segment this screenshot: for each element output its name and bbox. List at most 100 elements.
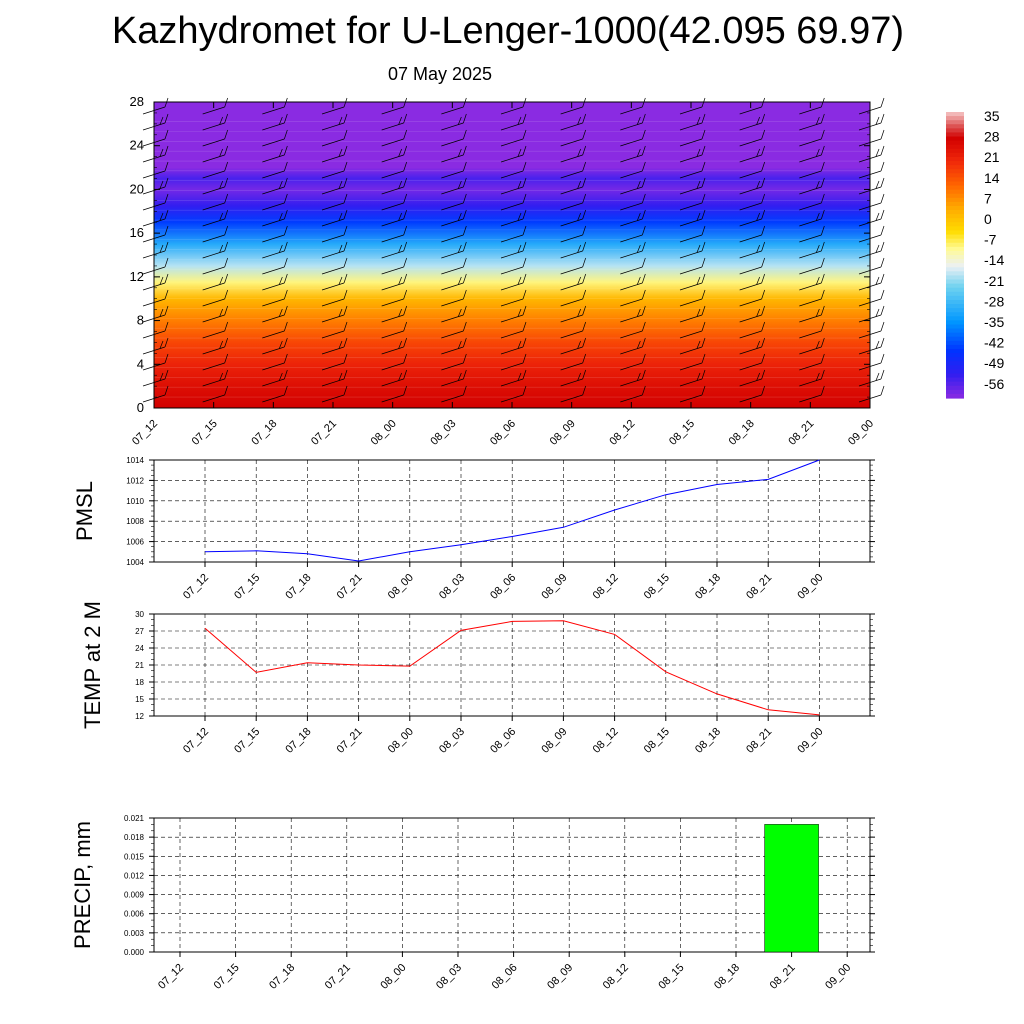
colorbar-segment xyxy=(946,201,964,207)
wind-barb-shaft xyxy=(679,282,703,291)
wind-barb xyxy=(202,241,228,259)
wind-barb-shaft xyxy=(381,234,404,243)
wind-barb xyxy=(739,225,765,243)
wind-barb-feather xyxy=(816,148,820,157)
wind-barb xyxy=(202,145,228,163)
pmsl-line xyxy=(204,459,820,562)
precip-xtick-label: 08_09 xyxy=(545,962,575,992)
wind-barb-feather xyxy=(284,241,288,252)
pmsl-ytick-label: 1012 xyxy=(126,476,144,485)
wind-barb-feather xyxy=(696,276,701,285)
wind-barb-feather xyxy=(463,193,467,204)
wind-barb xyxy=(202,369,228,387)
wind-barb-shaft xyxy=(500,154,524,163)
wind-barb-feather xyxy=(761,177,765,188)
wind-barb-feather xyxy=(458,276,462,285)
wind-barb-feather xyxy=(517,212,522,221)
wind-barb-feather xyxy=(463,321,467,332)
colorbar-segment xyxy=(946,361,964,366)
wind-barb xyxy=(799,177,825,195)
wind-barb-feather xyxy=(463,209,467,220)
wind-barb-feather xyxy=(880,209,885,220)
precip-xtick-label: 09_00 xyxy=(823,962,853,992)
wind-barb-feather xyxy=(219,372,223,381)
wind-barb xyxy=(500,113,527,131)
wind-barb xyxy=(679,273,706,291)
wind-barb-shaft xyxy=(560,154,583,163)
wind-barb xyxy=(381,113,407,131)
wind-barb-feather xyxy=(577,244,581,253)
wind-barb-shaft xyxy=(500,186,524,195)
wind-barb-shaft xyxy=(679,218,703,227)
wind-barb-feather xyxy=(642,113,646,124)
wind-barb-feather xyxy=(338,244,343,253)
wind-barb xyxy=(500,353,527,371)
wind-barb-shaft xyxy=(441,106,464,115)
temp-xtick-label: 08_00 xyxy=(386,726,416,756)
colorbar-segment xyxy=(946,124,964,129)
wind-barb-shaft xyxy=(262,202,285,211)
wind-barb-feather xyxy=(880,161,885,172)
wind-barb-shaft xyxy=(441,186,464,195)
wind-barb-shaft xyxy=(202,362,225,371)
wind-barb-feather xyxy=(224,337,228,348)
colorbar-segment xyxy=(946,242,964,248)
wind-barb-feather xyxy=(279,372,283,381)
wind-barb-shaft xyxy=(560,362,583,371)
wind-barb-shaft xyxy=(500,202,524,211)
wind-barb xyxy=(739,337,765,355)
wind-barb-feather xyxy=(463,145,467,156)
wind-barb xyxy=(321,225,348,243)
wind-barb xyxy=(739,321,765,339)
wind-barb-feather xyxy=(522,225,527,236)
wind-barb-feather xyxy=(398,148,402,157)
colorbar-segment xyxy=(946,193,964,199)
wind-barb-feather xyxy=(403,145,407,156)
wind-barb xyxy=(560,289,586,307)
wind-barb xyxy=(500,241,527,259)
wind-barb-feather xyxy=(642,257,646,268)
wind-barb-feather xyxy=(403,129,407,140)
wind-barb-shaft xyxy=(381,186,404,195)
colorbar-segment xyxy=(946,340,964,346)
wind-barb-feather xyxy=(875,116,880,125)
wind-barb-feather xyxy=(821,241,825,252)
wind-barb-shaft xyxy=(381,298,404,307)
wind-barb xyxy=(799,225,825,243)
heatmap-ytick-label: 12 xyxy=(130,269,144,284)
wind-barb-shaft xyxy=(202,106,225,115)
colorbar-segment xyxy=(946,250,964,256)
colorbar-label: -21 xyxy=(984,273,1004,289)
wind-barb-feather xyxy=(219,116,223,125)
wind-barb-shaft xyxy=(739,346,762,355)
wind-barb-shaft xyxy=(500,170,524,179)
wind-barb-shaft xyxy=(500,266,524,275)
wind-barb-shaft xyxy=(739,314,762,323)
wind-barb-feather xyxy=(701,289,706,300)
wind-barb-feather xyxy=(219,340,223,349)
colorbar-segment xyxy=(946,324,964,330)
wind-barb xyxy=(620,209,646,227)
wind-barb-feather xyxy=(761,369,765,380)
wind-barb-shaft xyxy=(202,202,225,211)
wind-barb-feather xyxy=(582,225,586,236)
wind-barb-feather xyxy=(343,353,348,364)
wind-barb-shaft xyxy=(381,250,404,259)
wind-barb xyxy=(441,289,467,307)
temp-xtick-label: 08_03 xyxy=(437,726,467,756)
wind-barb-shaft xyxy=(262,266,285,275)
wind-barb-feather xyxy=(159,212,164,221)
colorbar-segment xyxy=(946,173,964,178)
precip-xtick-label: 08_03 xyxy=(434,962,464,992)
colorbar-segment xyxy=(946,263,964,268)
wind-barb xyxy=(500,337,527,355)
wind-barb-shaft xyxy=(441,234,464,243)
wind-barb xyxy=(560,113,586,131)
heatmap-xtick-label: 08_12 xyxy=(607,418,637,448)
wind-barb xyxy=(679,177,706,195)
wind-barb xyxy=(799,337,825,355)
wind-barb-shaft xyxy=(560,106,583,115)
wind-barb xyxy=(679,369,706,387)
colorbar-label: -28 xyxy=(984,293,1004,309)
wind-barb-shaft xyxy=(620,266,643,275)
